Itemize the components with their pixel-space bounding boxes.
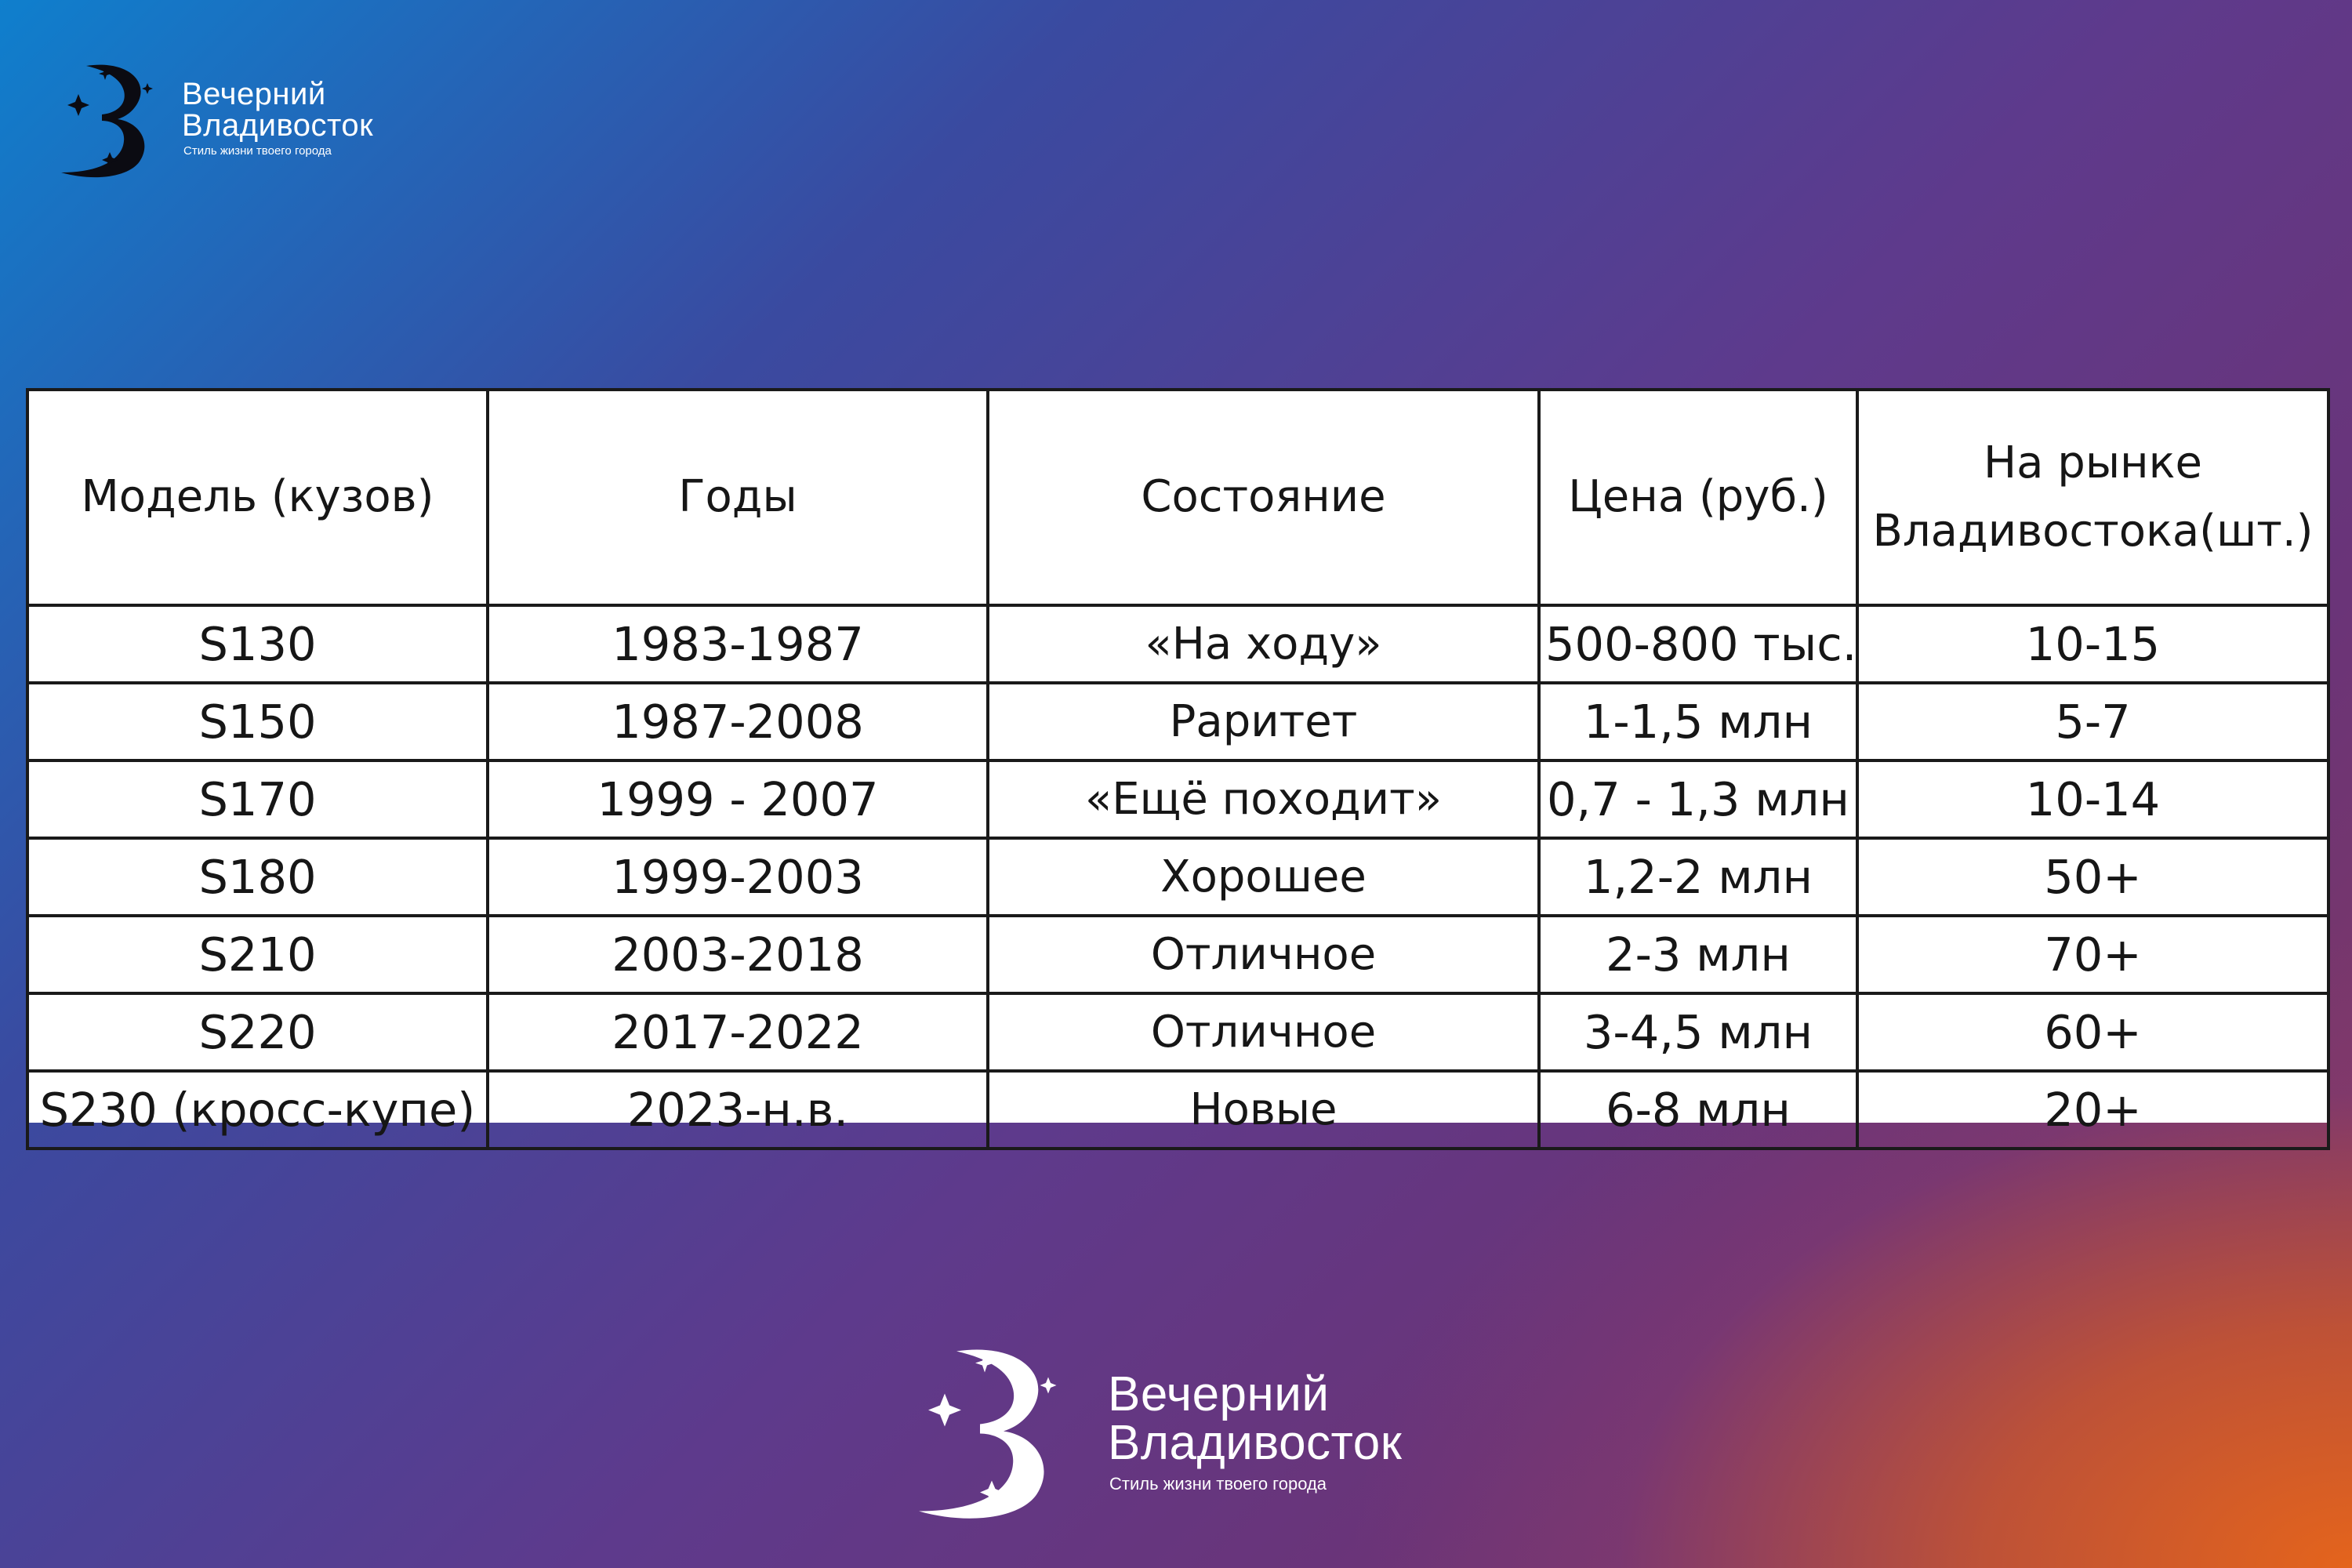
crescent-moon-stars-icon [61,64,153,178]
cell-price: 0,7 - 1,3 млн [1537,759,1859,840]
cell-price: 6-8 млн [1537,1069,1859,1150]
cell-market-count: 20+ [1856,1069,2330,1150]
brand-tagline: Стиль жизни твоего города [1109,1474,1327,1494]
cell-model: S180 [26,837,489,917]
cell-condition: Хорошее [986,837,1541,917]
header-years: Годы [486,388,989,607]
cell-model: S220 [26,992,489,1073]
cell-condition: Раритет [986,681,1541,762]
models-table: Модель (кузов) Годы Состояние Цена (руб.… [26,388,2330,1150]
brand-name-line2: Владивосток [1108,1416,1403,1470]
cell-price: 1,2-2 млн [1537,837,1859,917]
brand-logo-top: Вечерний Владивосток Стиль жизни твоего … [55,55,384,188]
cell-price: 2-3 млн [1537,914,1859,995]
cell-market-count: 10-14 [1856,759,2330,840]
cell-years: 1999-2003 [486,837,989,917]
cell-model: S210 [26,914,489,995]
table-row: S170 1999 - 2007 «Ещё походит» 0,7 - 1,3… [26,759,2330,840]
cell-price: 1-1,5 млн [1537,681,1859,762]
table-row: S220 2017-2022 Отличное 3-4,5 млн 60+ [26,992,2330,1073]
cell-condition: Новые [986,1069,1541,1150]
header-price: Цена (руб.) [1537,388,1859,607]
brand-name-line1: Вечерний [1108,1367,1330,1421]
cell-model: S130 [26,604,489,684]
cell-years: 2017-2022 [486,992,989,1073]
table-row: S150 1987-2008 Раритет 1-1,5 млн 5-7 [26,681,2330,762]
cell-years: 2003-2018 [486,914,989,995]
table-header-row: Модель (кузов) Годы Состояние Цена (руб.… [26,388,2330,607]
table-row: S210 2003-2018 Отличное 2-3 млн 70+ [26,914,2330,995]
car-models-table: Модель (кузов) Годы Состояние Цена (руб.… [26,388,2330,1150]
cell-years: 1999 - 2007 [486,759,989,840]
table-row: S130 1983-1987 «На ходу» 500-800 тыс. 10… [26,604,2330,684]
brand-name-line1: Вечерний [182,77,326,111]
cell-condition: «На ходу» [986,604,1541,684]
cell-market-count: 50+ [1856,837,2330,917]
cell-condition: Отличное [986,992,1541,1073]
header-condition: Состояние [986,388,1541,607]
brand-name: Вечерний Владивосток [182,78,373,141]
cell-market-count: 10-15 [1856,604,2330,684]
cell-price: 3-4,5 млн [1537,992,1859,1073]
cell-years: 2023-н.в. [486,1069,989,1150]
brand-name-line2: Владивосток [182,108,374,143]
cell-model: S170 [26,759,489,840]
header-model: Модель (кузов) [26,388,489,607]
cell-condition: «Ещё походит» [986,759,1541,840]
brand-logo-bottom: Вечерний Владивосток Стиль жизни твоего … [909,1333,1427,1537]
crescent-moon-stars-icon [919,1349,1057,1519]
cell-condition: Отличное [986,914,1541,995]
cell-years: 1987-2008 [486,681,989,762]
table-row: S180 1999-2003 Хорошее 1,2-2 млн 50+ [26,837,2330,917]
cell-market-count: 60+ [1856,992,2330,1073]
cell-years: 1983-1987 [486,604,989,684]
table-row: S230 (кросс-купе) 2023-н.в. Новые 6-8 мл… [26,1069,2330,1150]
cell-market-count: 70+ [1856,914,2330,995]
cell-price: 500-800 тыс. [1537,604,1859,684]
cell-market-count: 5-7 [1856,681,2330,762]
cell-model: S150 [26,681,489,762]
brand-tagline: Стиль жизни твоего города [183,144,332,158]
brand-name: Вечерний Владивосток [1108,1370,1402,1468]
cell-model: S230 (кросс-купе) [26,1069,489,1150]
header-market-count: На рынке Владивостока(шт.) [1856,388,2330,607]
